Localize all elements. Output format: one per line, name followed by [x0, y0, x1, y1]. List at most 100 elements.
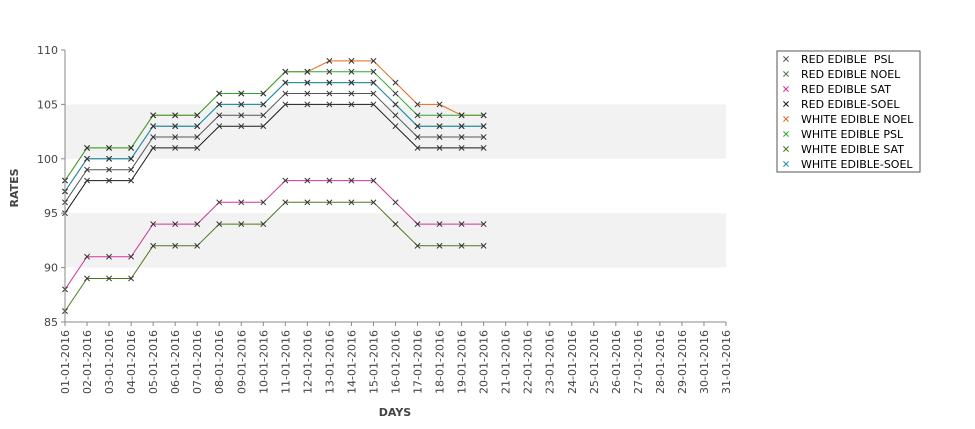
data-point-s2-3 — [128, 253, 135, 260]
legend-label-0: RED EDIBLE PSL — [801, 53, 894, 66]
data-point-s6-13 — [348, 199, 355, 206]
data-point-s2-2 — [106, 253, 113, 260]
series-line-6 — [64, 201, 484, 312]
data-point-s0-7 — [216, 112, 223, 119]
data-point-s3-14 — [370, 101, 377, 108]
data-point-s7-16 — [414, 123, 421, 130]
data-point-s7-18 — [458, 123, 465, 130]
x-tick-label: 07-01-2016 — [191, 330, 204, 394]
series-line-5 — [64, 71, 484, 181]
data-point-s0-12 — [326, 90, 333, 97]
data-point-s3-12 — [326, 101, 333, 108]
data-point-s2-18 — [458, 221, 465, 228]
data-point-s7-11 — [304, 79, 311, 86]
series-markers — [62, 57, 487, 315]
data-point-s4-13 — [348, 57, 355, 64]
data-point-s3-2 — [106, 177, 113, 184]
data-point-s0-13 — [348, 90, 355, 97]
data-point-s5-9 — [260, 90, 267, 97]
grid-band — [65, 213, 726, 268]
x-tick-label: 26-01-2016 — [610, 330, 623, 394]
data-point-s7-3 — [128, 155, 135, 162]
data-point-s6-2 — [106, 275, 113, 282]
legend-label-4: WHITE EDIBLE NOEL — [801, 113, 914, 126]
series-line-0 — [64, 93, 484, 203]
data-point-s2-5 — [172, 221, 179, 228]
data-point-s5-11 — [304, 68, 311, 75]
data-point-s2-7 — [216, 199, 223, 206]
data-point-s4-16 — [414, 101, 421, 108]
data-point-s3-6 — [194, 144, 201, 151]
y-tick-label: 110 — [37, 44, 58, 57]
x-tick-label: 03-01-2016 — [103, 330, 116, 394]
legend-marker-0 — [783, 56, 789, 62]
data-point-s2-14 — [370, 177, 377, 184]
data-point-s6-15 — [392, 221, 399, 228]
x-tick-label: 13-01-2016 — [323, 330, 336, 394]
data-point-s7-19 — [480, 123, 487, 130]
data-point-s0-2 — [106, 166, 113, 173]
x-tick-label: 04-01-2016 — [125, 330, 138, 394]
data-point-s5-8 — [238, 90, 245, 97]
y-tick-label: 100 — [37, 153, 58, 166]
x-tick-label: 31-01-2016 — [720, 330, 733, 394]
data-point-s2-4 — [150, 221, 157, 228]
data-point-s3-7 — [216, 123, 223, 130]
series-line-3 — [64, 103, 484, 214]
x-tick-label: 17-01-2016 — [412, 330, 425, 394]
x-tick-label: 30-01-2016 — [698, 330, 711, 394]
x-tick-label: 06-01-2016 — [169, 330, 182, 394]
data-point-s6-18 — [458, 242, 465, 249]
legend-marker-6 — [783, 146, 789, 152]
data-point-s5-15 — [392, 90, 399, 97]
series-line-2 — [64, 180, 484, 290]
data-point-s7-4 — [150, 123, 157, 130]
data-point-s7-1 — [84, 155, 90, 162]
data-point-s7-15 — [392, 101, 399, 108]
data-point-s6-8 — [238, 221, 245, 228]
x-tick-label: 14-01-2016 — [345, 330, 358, 394]
data-point-s6-9 — [260, 221, 267, 228]
data-point-s7-14 — [370, 79, 377, 86]
data-point-s0-6 — [194, 134, 201, 140]
data-point-s6-7 — [216, 221, 223, 228]
data-point-s7-9 — [260, 101, 267, 108]
data-point-s5-4 — [150, 112, 157, 119]
x-tick-label: 01-01-2016 — [59, 330, 72, 394]
data-point-s2-1 — [84, 253, 90, 260]
data-point-s0-5 — [172, 134, 179, 140]
data-point-s3-18 — [458, 144, 465, 151]
data-point-s0-1 — [84, 166, 90, 173]
y-tick-label: 95 — [44, 207, 58, 220]
data-point-s3-17 — [436, 144, 443, 151]
data-point-s4-14 — [370, 57, 377, 64]
data-point-s5-5 — [172, 112, 179, 119]
data-point-s5-3 — [128, 144, 135, 151]
data-point-s3-9 — [260, 123, 267, 130]
legend-label-6: WHITE EDIBLE SAT — [801, 143, 904, 156]
legend-label-7: WHITE EDIBLE-SOEL — [801, 158, 913, 171]
legend: RED EDIBLE PSL RED EDIBLE NOEL RED EDIBLE … — [776, 50, 921, 173]
legend-marker-5 — [783, 131, 789, 137]
y-axis-title: RATES — [8, 168, 21, 207]
data-point-s6-5 — [172, 242, 179, 249]
data-point-s6-6 — [194, 242, 201, 249]
x-tick-label: 24-01-2016 — [566, 330, 579, 394]
data-point-s4-12 — [326, 57, 333, 64]
x-tick-label: 15-01-2016 — [367, 330, 380, 394]
data-point-s3-5 — [172, 144, 179, 151]
x-tick-label: 27-01-2016 — [632, 330, 645, 394]
data-point-s0-19 — [480, 134, 487, 140]
data-point-s6-19 — [480, 242, 487, 249]
data-point-s5-17 — [436, 112, 443, 119]
data-point-s5-13 — [348, 68, 355, 75]
data-point-s0-17 — [436, 134, 443, 140]
data-point-s5-10 — [282, 68, 289, 75]
x-tick-label: 25-01-2016 — [588, 330, 601, 394]
data-point-s3-13 — [348, 101, 355, 108]
data-point-s6-4 — [150, 242, 157, 249]
x-tick-label: 10-01-2016 — [257, 330, 270, 394]
data-point-s2-16 — [414, 221, 421, 228]
data-point-s2-17 — [436, 221, 443, 228]
data-point-s0-15 — [392, 112, 399, 119]
